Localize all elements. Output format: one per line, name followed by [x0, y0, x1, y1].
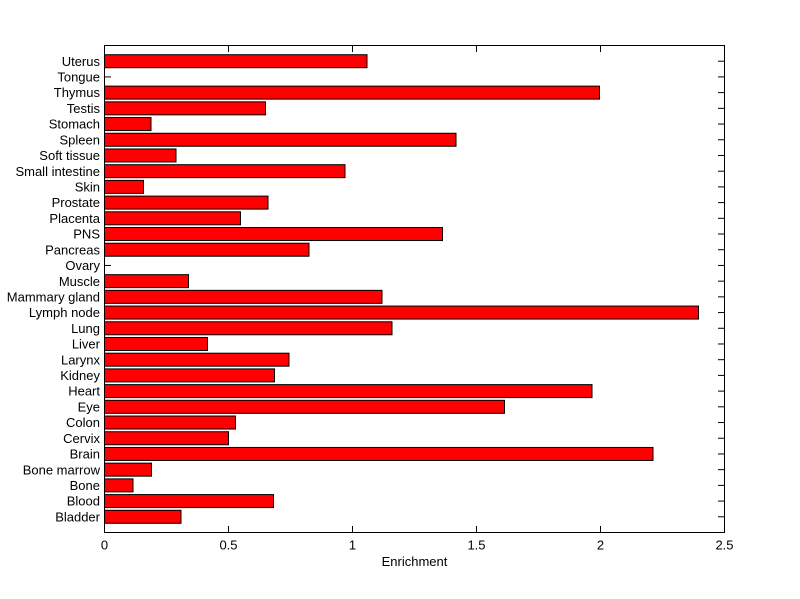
svg-text:Soft tissue: Soft tissue	[39, 148, 100, 163]
svg-text:Lymph node: Lymph node	[29, 305, 100, 320]
svg-text:Placenta: Placenta	[49, 211, 100, 226]
svg-text:0: 0	[101, 538, 108, 553]
svg-text:Tongue: Tongue	[57, 70, 100, 85]
svg-text:Larynx: Larynx	[61, 352, 101, 367]
svg-text:0.5: 0.5	[219, 538, 237, 553]
svg-text:Muscle: Muscle	[59, 274, 100, 289]
svg-text:2: 2	[597, 538, 604, 553]
svg-text:Bladder: Bladder	[55, 509, 100, 524]
svg-text:Enrichment: Enrichment	[382, 554, 448, 569]
svg-text:1: 1	[349, 538, 356, 553]
svg-text:Small intestine: Small intestine	[15, 164, 100, 179]
svg-text:Eye: Eye	[78, 399, 100, 414]
svg-text:Prostate: Prostate	[52, 195, 100, 210]
svg-text:Lung: Lung	[71, 321, 100, 336]
svg-text:Heart: Heart	[68, 384, 100, 399]
svg-text:1.5: 1.5	[467, 538, 485, 553]
svg-text:Spleen: Spleen	[60, 132, 100, 147]
svg-text:Stomach: Stomach	[49, 117, 100, 132]
svg-text:Skin: Skin	[75, 179, 100, 194]
svg-text:Bone: Bone	[70, 478, 100, 493]
svg-text:Liver: Liver	[72, 337, 101, 352]
svg-text:Mammary gland: Mammary gland	[7, 289, 100, 304]
svg-text:Blood: Blood	[67, 494, 100, 509]
svg-text:Ovary: Ovary	[65, 258, 100, 273]
svg-text:Thymus: Thymus	[54, 85, 101, 100]
svg-text:Kidney: Kidney	[60, 368, 100, 383]
svg-text:Cervix: Cervix	[63, 431, 100, 446]
svg-text:Testis: Testis	[67, 101, 101, 116]
svg-text:2.5: 2.5	[715, 538, 733, 553]
svg-text:Pancreas: Pancreas	[45, 242, 100, 257]
svg-text:PNS: PNS	[73, 227, 100, 242]
svg-text:Colon: Colon	[66, 415, 100, 430]
svg-text:Uterus: Uterus	[62, 54, 101, 69]
svg-text:Bone marrow: Bone marrow	[23, 462, 101, 477]
svg-text:Brain: Brain	[70, 447, 100, 462]
